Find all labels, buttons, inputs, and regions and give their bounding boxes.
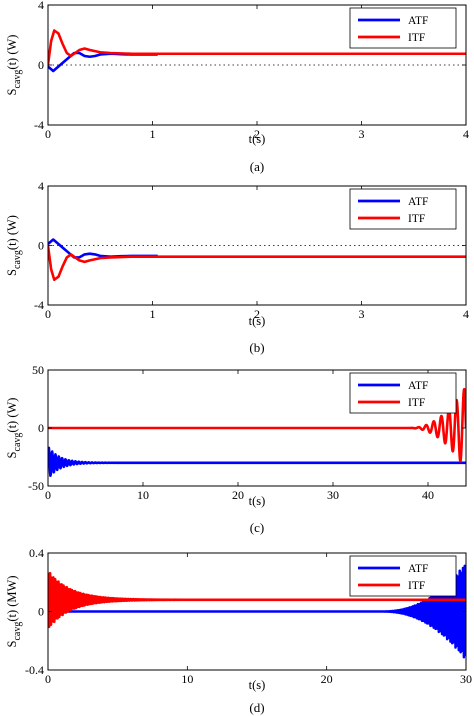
y-tick-label: -4 xyxy=(34,118,44,132)
legend-label-atf: ATF xyxy=(408,196,428,208)
x-tick-label: 30 xyxy=(460,672,472,686)
series-line-atf xyxy=(48,446,466,478)
x-tick-label: 4 xyxy=(463,307,469,321)
y-tick-label: 0 xyxy=(38,605,44,619)
y-axis-label-main: S xyxy=(5,88,19,95)
y-tick-label: 4 xyxy=(38,0,44,12)
x-tick-label: 1 xyxy=(150,127,156,141)
series-group xyxy=(48,238,466,282)
x-tick-label: 0 xyxy=(45,672,51,686)
x-tick-label: 4 xyxy=(463,127,469,141)
x-axis-label: t(s) xyxy=(249,132,266,146)
series-group xyxy=(48,29,466,73)
y-axis-label-main: S xyxy=(5,451,19,458)
y-axis-label-tail: (t) (MW) xyxy=(5,575,19,621)
y-tick-label: -0.4 xyxy=(25,663,44,677)
x-tick-label: 10 xyxy=(181,672,193,686)
x-tick-label: 1 xyxy=(150,307,156,321)
y-tick-label: 0 xyxy=(38,58,44,72)
x-tick-label: 0 xyxy=(45,127,51,141)
legend-label-itf: ITF xyxy=(408,213,425,225)
y-axis-label: Scavg(t) (W) xyxy=(5,398,23,459)
x-tick-label: 10 xyxy=(137,488,149,502)
x-tick-label: 2 xyxy=(254,307,260,321)
x-axis-label: t(s) xyxy=(249,678,266,692)
legend-label-itf: ITF xyxy=(408,32,425,44)
panel-caption: (b) xyxy=(249,340,264,355)
x-tick-label: 0 xyxy=(45,307,51,321)
y-axis-label-tail: (t) (W) xyxy=(5,398,19,433)
legend-label-itf: ITF xyxy=(408,580,425,592)
y-tick-label: 0.4 xyxy=(29,546,44,560)
chart-panel-4: 0 10 20 30-0.400.4t(s)Scavg(t) (MW)ATFITF(d… xyxy=(5,546,472,715)
y-tick-label: 50 xyxy=(32,363,44,377)
series-group xyxy=(48,564,466,659)
series-line-itf xyxy=(48,245,466,282)
legend-label-atf: ATF xyxy=(408,563,428,575)
panel-caption: (d) xyxy=(249,700,264,715)
legend-box xyxy=(349,7,457,49)
x-tick-label: 3 xyxy=(359,307,365,321)
legend-box xyxy=(349,188,457,230)
x-tick-label: 20 xyxy=(232,488,244,502)
y-tick-label: 4 xyxy=(38,179,44,193)
series-line-itf xyxy=(48,571,466,629)
y-axis-label: Scavg(t) (W) xyxy=(5,215,23,276)
x-tick-label: 2 xyxy=(254,127,260,141)
y-axis-label: Scavg(t) (MW) xyxy=(5,575,23,647)
x-axis-label: t(s) xyxy=(249,494,266,508)
x-tick-label: 40 xyxy=(422,488,434,502)
x-tick-label: 3 xyxy=(359,127,365,141)
series-line-itf xyxy=(48,29,466,66)
y-axis-label-sub: cavg xyxy=(12,433,23,452)
legend-box xyxy=(349,555,457,597)
panel-caption: (c) xyxy=(250,520,264,535)
x-axis-label: t(s) xyxy=(249,314,266,328)
y-axis-label: Scavg(t) (W) xyxy=(5,35,23,96)
legend-label-atf: ATF xyxy=(408,380,428,392)
y-axis-label-sub: cavg xyxy=(12,70,23,89)
y-tick-label: -50 xyxy=(28,479,44,493)
x-tick-label: 0 xyxy=(45,488,51,502)
y-axis-label-sub: cavg xyxy=(12,250,23,269)
series-group xyxy=(48,387,466,478)
x-tick-label: 30 xyxy=(327,488,339,502)
y-axis-label-main: S xyxy=(5,269,19,276)
x-tick-label: 20 xyxy=(321,672,333,686)
y-axis-label-main: S xyxy=(5,641,19,648)
y-tick-label: 0 xyxy=(38,239,44,253)
series-line-atf xyxy=(48,51,158,73)
y-tick-label: 0 xyxy=(38,421,44,435)
y-axis-label-sub: cavg xyxy=(12,622,23,641)
legend-label-itf: ITF xyxy=(408,397,425,409)
y-tick-label: -4 xyxy=(34,298,44,312)
y-axis-label-tail: (t) (W) xyxy=(5,35,19,70)
panel-caption: (a) xyxy=(250,159,264,174)
y-axis-label-tail: (t) (W) xyxy=(5,215,19,250)
series-line-atf xyxy=(48,238,158,259)
legend-label-atf: ATF xyxy=(408,15,428,27)
legend-box xyxy=(349,372,457,414)
series-line-atf xyxy=(48,564,466,659)
series-line-itf xyxy=(48,387,466,463)
